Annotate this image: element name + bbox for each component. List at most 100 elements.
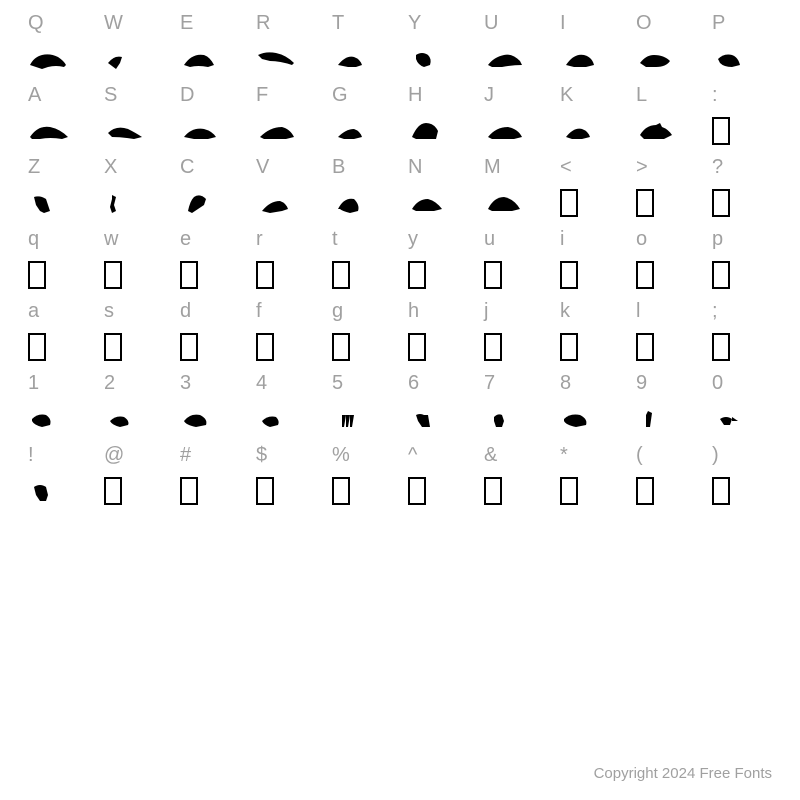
missing-glyph-icon [408,261,426,289]
glyph-cell [248,401,324,437]
dinosaur-glyph-icon [560,407,602,431]
dinosaur-glyph-icon [28,119,70,143]
char-text: G [332,84,348,107]
char-text: V [256,156,269,179]
glyph-cell [400,401,476,437]
glyph-cell [324,329,400,365]
glyph-cell [704,113,780,149]
char-text: # [180,444,191,467]
dinosaur-glyph-icon [484,119,526,143]
char-label: E [172,5,248,41]
glyph-cell [628,257,704,293]
char-text: R [256,12,270,35]
glyph-cell [552,401,628,437]
dinosaur-glyph-icon [332,407,374,431]
missing-glyph-icon [28,261,46,289]
char-text: < [560,156,572,179]
missing-glyph-icon [560,261,578,289]
glyph-cell [172,185,248,221]
empty-glyph-box [180,261,198,289]
char-label: u [476,221,552,257]
char-text: % [332,444,350,467]
char-text: L [636,84,647,107]
char-text: O [636,12,652,35]
char-text: g [332,300,343,323]
char-label: > [628,149,704,185]
char-text: q [28,228,39,251]
dinosaur-glyph-icon [332,191,374,215]
char-label: q [20,221,96,257]
empty-glyph-box [28,333,46,361]
glyph-cell [20,473,96,509]
dinosaur-glyph-icon [712,407,754,431]
glyph-cell [628,113,704,149]
glyph-cell [704,41,780,77]
missing-glyph-icon [332,261,350,289]
empty-glyph-box [560,189,578,217]
char-text: ; [712,300,718,323]
glyph-cell [400,329,476,365]
char-label: t [324,221,400,257]
char-text: M [484,156,501,179]
char-text: h [408,300,419,323]
char-label: ( [628,437,704,473]
char-text: & [484,444,497,467]
char-label: L [628,77,704,113]
glyph-cell [96,257,172,293]
empty-glyph-box [484,261,502,289]
dinosaur-glyph-icon [560,119,602,143]
glyph-cell [400,473,476,509]
char-label: T [324,5,400,41]
dinosaur-glyph-icon [256,407,298,431]
empty-glyph-box [256,477,274,505]
char-text: ! [28,444,34,467]
char-text: N [408,156,422,179]
empty-glyph-box [636,477,654,505]
missing-glyph-icon [332,477,350,505]
glyph-cell [400,41,476,77]
char-text: C [180,156,194,179]
char-label: 6 [400,365,476,401]
glyph-cell [704,473,780,509]
char-label: ; [704,293,780,329]
missing-glyph-icon [408,477,426,505]
char-text: * [560,444,568,467]
missing-glyph-icon [408,333,426,361]
glyph-cell [20,185,96,221]
missing-glyph-icon [180,333,198,361]
character-map-grid: QWERTYUIOPASDFGHJKL:ZXCVBNM<>?qwertyuiop… [20,0,780,509]
char-label: * [552,437,628,473]
char-label: 1 [20,365,96,401]
char-text: S [104,84,117,107]
char-label: N [400,149,476,185]
missing-glyph-icon [636,189,654,217]
missing-glyph-icon [636,333,654,361]
char-text: a [28,300,39,323]
empty-glyph-box [332,261,350,289]
char-text: H [408,84,422,107]
glyph-cell [476,257,552,293]
char-label: B [324,149,400,185]
glyph-cell [552,473,628,509]
empty-glyph-box [332,333,350,361]
glyph-cell [628,401,704,437]
char-label: K [552,77,628,113]
glyph-cell [20,329,96,365]
missing-glyph-icon [636,261,654,289]
dinosaur-glyph-icon [256,47,298,71]
dinosaur-glyph-icon [408,119,450,143]
char-label: Q [20,5,96,41]
char-text: ? [712,156,723,179]
char-label: 8 [552,365,628,401]
missing-glyph-icon [256,261,274,289]
char-label: 9 [628,365,704,401]
dinosaur-glyph-icon [408,47,450,71]
glyph-cell [96,113,172,149]
missing-glyph-icon [484,477,502,505]
char-text: K [560,84,573,107]
empty-glyph-box [408,477,426,505]
glyph-cell [476,185,552,221]
char-label: l [628,293,704,329]
char-text: A [28,84,41,107]
empty-glyph-box [712,477,730,505]
